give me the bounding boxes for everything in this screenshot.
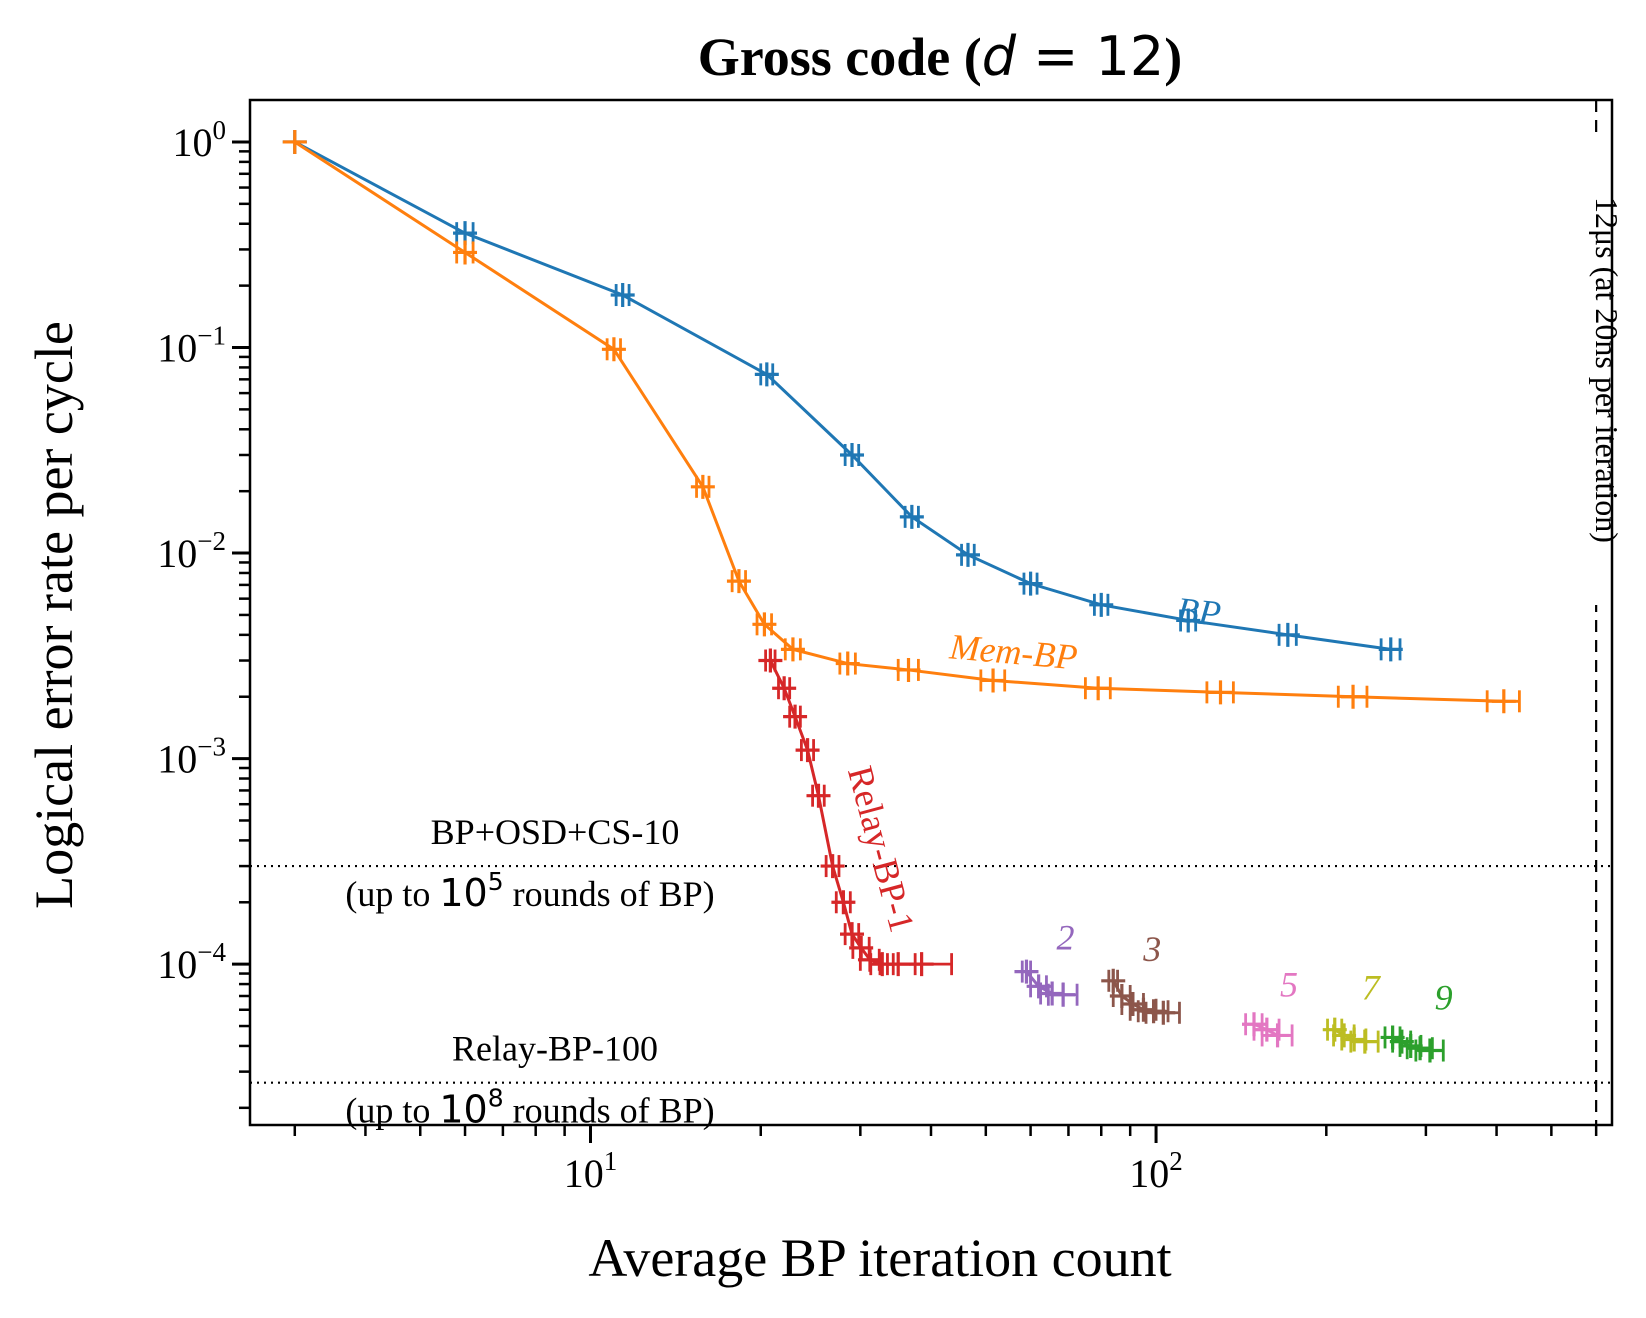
series-label-9: 9 (1435, 977, 1453, 1017)
data-point (726, 569, 751, 594)
data-point (282, 129, 307, 154)
data-point (1086, 676, 1111, 701)
data-point (758, 648, 783, 673)
data-point (1151, 1000, 1176, 1025)
axes-layer: 101 102 100 10−1 10−2 10−3 10−4 (157, 98, 1614, 1196)
reference-line-2-label: Relay-BP-100 (452, 1029, 658, 1069)
reference-line-1-sublabel: (up to 105 rounds of BP) (345, 867, 714, 915)
data-point (1378, 637, 1403, 662)
data-point (806, 783, 831, 808)
data-point (1089, 592, 1114, 617)
data-point (601, 337, 626, 362)
chart-title: Gross code (d = 12) (698, 25, 1183, 88)
y-axis-label: Logical error rate per cycle (24, 321, 84, 909)
data-point (955, 542, 980, 567)
data-point (899, 504, 924, 529)
x-axis-label: Average BP iteration count (588, 1228, 1171, 1288)
vertical-reference-label: 12μs (at 20ns per iteration) (1589, 197, 1625, 543)
series-layer (282, 129, 1521, 1063)
data-point (1176, 608, 1201, 633)
series-3 (1101, 968, 1181, 1025)
data-point (1275, 622, 1300, 647)
data-point (752, 612, 777, 637)
data-point (783, 704, 808, 729)
data-point (1491, 689, 1516, 714)
data-point (1026, 974, 1051, 999)
series-5 (1242, 1012, 1294, 1048)
data-point (840, 442, 865, 467)
data-point (754, 362, 779, 387)
data-point (610, 283, 635, 308)
series-label-5: 5 (1280, 964, 1298, 1004)
data-point (1051, 982, 1076, 1007)
data-point (1265, 1023, 1290, 1048)
data-point (1352, 1029, 1377, 1054)
data-point (690, 474, 715, 499)
data-point (780, 637, 805, 662)
y-tick-label: 100 (173, 115, 227, 165)
data-point (1408, 1036, 1433, 1061)
data-point (831, 890, 856, 915)
data-point (453, 240, 478, 265)
data-point (1417, 1038, 1442, 1063)
data-point (1018, 571, 1043, 596)
series-label-2: 2 (1056, 918, 1074, 958)
series-7 (1322, 1017, 1380, 1054)
reference-line-1-label: BP+OSD+CS-10 (431, 812, 680, 852)
data-point (795, 738, 820, 763)
series-line (293, 140, 1504, 703)
data-point (1120, 991, 1145, 1016)
vertical-label-halo (1587, 135, 1624, 605)
data-point (1342, 1027, 1367, 1052)
series-9 (1380, 1025, 1445, 1063)
y-tick-label: 10−4 (157, 937, 226, 987)
data-point (981, 668, 1006, 693)
data-point (909, 952, 934, 977)
data-point (1254, 1017, 1279, 1042)
series-mem-bp (282, 129, 1521, 714)
data-point (1208, 680, 1233, 705)
data-point (835, 651, 860, 676)
x-tick-label: 102 (1129, 1146, 1183, 1196)
series-2 (1014, 959, 1079, 1007)
series-line (294, 140, 1391, 651)
y-tick-label: 10−3 (157, 732, 226, 782)
y-tick-label: 10−2 (157, 526, 226, 576)
data-point (896, 657, 921, 682)
series-label-7: 7 (1362, 968, 1382, 1008)
data-point (772, 676, 797, 701)
y-tick-label: 10−1 (157, 321, 226, 371)
series-label-3: 3 (1142, 929, 1161, 969)
x-tick-label: 101 (564, 1146, 618, 1196)
data-point (820, 854, 845, 879)
series-label-bp: BP (1175, 590, 1223, 634)
data-point (1014, 959, 1039, 984)
series-relay-bp-1 (758, 648, 954, 977)
data-point (1341, 684, 1366, 709)
